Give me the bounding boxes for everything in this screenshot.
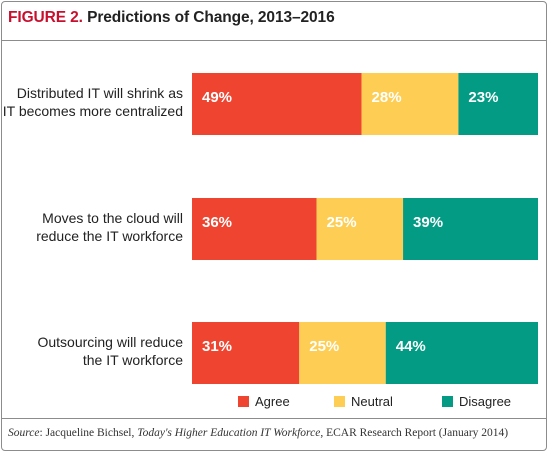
source-author: : Jacqueline Bichsel, bbox=[39, 427, 138, 439]
data-label: 28% bbox=[372, 89, 402, 106]
category-label: Distributed IT will shrink as bbox=[17, 85, 183, 101]
bar-segment-agree bbox=[192, 73, 362, 135]
figure-label: FIGURE 2. bbox=[8, 9, 83, 26]
data-label: 39% bbox=[413, 214, 443, 231]
source-work: Today's Higher Education IT Workforce bbox=[137, 427, 321, 439]
bar-segment-neutral bbox=[299, 322, 386, 384]
source-divider bbox=[1, 418, 547, 419]
legend-label-neutral: Neutral bbox=[351, 394, 393, 409]
bar-segment-disagree bbox=[458, 73, 538, 135]
bar-segment-disagree bbox=[403, 198, 538, 260]
chart-title-text: Predictions of Change, 2013–2016 bbox=[87, 9, 335, 26]
source-note: Source: Jacqueline Bichsel, Today's High… bbox=[8, 427, 508, 439]
category-label: IT becomes more centralized bbox=[3, 103, 183, 119]
category-label: Outsourcing will reduce bbox=[37, 334, 183, 350]
legend-swatch-disagree bbox=[442, 396, 453, 407]
data-label: 31% bbox=[202, 338, 232, 355]
data-label: 25% bbox=[327, 214, 357, 231]
data-label: 36% bbox=[202, 214, 232, 231]
data-label: 44% bbox=[396, 338, 426, 355]
bar-segment-disagree bbox=[385, 322, 538, 384]
legend-label-disagree: Disagree bbox=[459, 394, 511, 409]
source-label: Source bbox=[8, 427, 40, 439]
legend-swatch-neutral bbox=[334, 396, 345, 407]
bar-segment-agree bbox=[192, 198, 317, 260]
category-label: the IT workforce bbox=[83, 352, 183, 368]
bar-segment-neutral bbox=[316, 198, 404, 260]
category-label: reduce the IT workforce bbox=[36, 228, 183, 244]
legend-label-agree: Agree bbox=[255, 394, 290, 409]
data-label: 49% bbox=[202, 89, 232, 106]
data-label: 25% bbox=[309, 338, 339, 355]
category-label: Moves to the cloud will bbox=[42, 210, 183, 226]
source-rest: , ECAR Research Report (January 2014) bbox=[320, 427, 509, 439]
data-label: 23% bbox=[468, 89, 498, 106]
bar-segment-agree bbox=[192, 322, 300, 384]
chart-title: FIGURE 2. Predictions of Change, 2013–20… bbox=[8, 9, 335, 27]
bar-segment-neutral bbox=[361, 73, 459, 135]
title-divider bbox=[1, 40, 547, 41]
legend-swatch-agree bbox=[238, 396, 249, 407]
